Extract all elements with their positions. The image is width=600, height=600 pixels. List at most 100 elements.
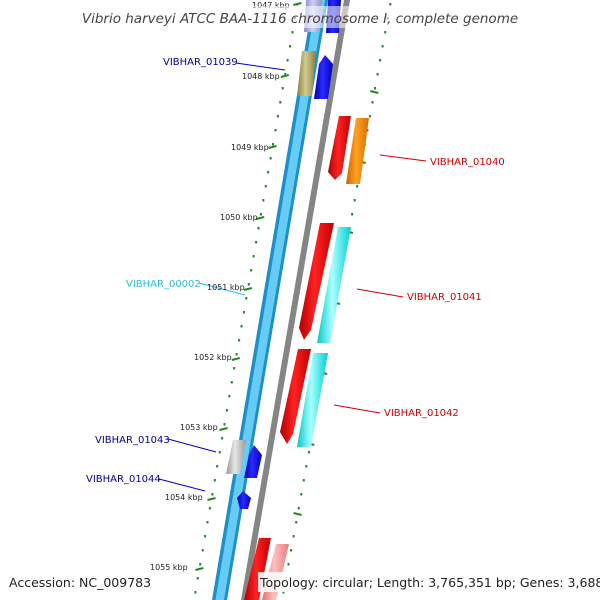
ruler-dot: [374, 87, 376, 90]
ruler-dot: [305, 465, 308, 468]
ruler-dot: [276, 115, 279, 118]
kbp-label: 1049 kbp: [231, 143, 269, 152]
gene-arrow-vibhar-01044: [237, 491, 251, 509]
topology-backdrop: [258, 572, 594, 592]
ruler-dot: [284, 73, 287, 76]
ruler-dot: [274, 129, 277, 132]
ruler-dot: [381, 45, 384, 48]
leader-vibhar-01043: [167, 438, 217, 453]
ruler-dot: [307, 451, 310, 454]
ruler-dot: [267, 171, 270, 174]
ruler-dot: [259, 213, 262, 216]
ruler-dot: [255, 241, 258, 244]
ruler-dot: [366, 129, 369, 132]
ruler-dot: [290, 549, 293, 552]
gene-label-vibhar-01043[interactable]: VIBHAR_01043: [95, 435, 170, 446]
ruler-major-tick: [195, 567, 204, 571]
ruler-dot: [194, 591, 197, 594]
ruler-dot: [230, 381, 233, 384]
ruler-major-tick: [243, 287, 253, 291]
ruler-dot: [199, 563, 202, 566]
ruler-dot: [238, 339, 241, 342]
ruler-dot: [213, 479, 216, 482]
gene-name-labels: VIBHAR_01039 VIBHAR_00002 VIBHAR_01043 V…: [86, 57, 505, 485]
leader-vibhar-01042: [333, 404, 381, 414]
gene-label-vibhar-01039[interactable]: VIBHAR_01039: [163, 57, 238, 68]
ruler-dot: [302, 479, 305, 482]
kbp-label: 1051 kbp: [207, 283, 245, 292]
ruler-dot: [356, 185, 359, 188]
gene-label-vibhar-01040[interactable]: VIBHAR_01040: [430, 157, 505, 168]
ruler-dot: [257, 227, 260, 230]
ruler-dot: [262, 199, 265, 202]
ruler-dot: [235, 353, 238, 356]
gene-arrow-vibhar-01042: [280, 349, 311, 444]
title-backdrop: [60, 6, 540, 28]
ruler-dot: [201, 549, 204, 552]
ruler-dot: [292, 535, 295, 538]
kbp-label: 1050 kbp: [220, 213, 258, 222]
ruler-dot: [206, 521, 209, 524]
ruler-dot: [208, 507, 211, 510]
ruler-major-tick: [268, 145, 277, 149]
kbp-label: 1054 kbp: [165, 493, 203, 502]
ruler-dot: [269, 157, 272, 160]
ruler-dot: [300, 493, 303, 496]
kbp-label: 1052 kbp: [194, 353, 232, 362]
gene-arrow-vibhar-01043: [244, 445, 262, 478]
ruler-dot: [264, 185, 267, 188]
ruler-dot: [228, 395, 231, 398]
ruler-major-tick: [231, 357, 241, 361]
rna-block-01042: [297, 353, 328, 447]
leader-vibhar-00002: [198, 282, 246, 296]
ruler-major-tick: [280, 74, 290, 78]
ruler-dot: [221, 437, 224, 440]
ruler-dot: [218, 451, 221, 454]
ruler-dot: [368, 115, 371, 118]
ruler-dot: [287, 563, 290, 566]
ruler-dot: [196, 577, 199, 580]
kbp-label: 1047 kbp: [252, 1, 290, 10]
leader-vibhar-01041: [356, 288, 404, 298]
gene-block-bottom-red: [244, 538, 271, 600]
ruler-dot: [250, 269, 253, 272]
ruler-dot: [371, 101, 374, 104]
ruler-dot: [282, 591, 285, 594]
gene-label-vibhar-01041[interactable]: VIBHAR_01041: [407, 292, 482, 303]
ruler-dot: [240, 325, 243, 328]
kbp-position-labels: 1047 kbp 1048 kbp 1049 kbp 1050 kbp 1051…: [150, 1, 290, 572]
ruler-dot: [233, 367, 236, 370]
leader-vibhar-01039: [235, 62, 286, 71]
ruler-dot: [245, 297, 248, 300]
ruler-dot: [289, 45, 291, 48]
ruler-dot: [247, 283, 250, 286]
gene-arrow-vibhar-01041: [299, 223, 334, 340]
accession-backdrop: [6, 572, 156, 592]
ruler-dot: [384, 31, 387, 34]
ruler-dot: [297, 507, 300, 510]
ruler-dot: [225, 409, 228, 412]
ruler-dot: [353, 199, 356, 202]
backbone-edge-line: [241, 0, 350, 600]
ruler-dot: [286, 59, 289, 62]
ruler-dot: [204, 535, 207, 538]
gene-label-vibhar-01044[interactable]: VIBHAR_01044: [86, 474, 161, 485]
gene-label-vibhar-00002[interactable]: VIBHAR_00002: [126, 279, 201, 290]
map-title: Vibrio harveyi ATCC BAA-1116 chromosome …: [82, 11, 518, 27]
pseudo-gene-block: [297, 51, 316, 96]
ruler-dot: [281, 87, 284, 90]
ruler-dot: [242, 311, 245, 314]
ruler-dot: [295, 521, 298, 524]
gene-label-vibhar-01042[interactable]: VIBHAR_01042: [384, 408, 459, 419]
ruler-major-tick: [255, 216, 265, 220]
rna-block-01041: [317, 227, 351, 343]
orange-feature-block: [346, 118, 369, 184]
ruler-dot: [211, 493, 214, 496]
label-leader-lines: [158, 62, 427, 492]
topology-text: Topology: circular; Length: 3,765,351 bp…: [259, 575, 600, 590]
ruler-dot: [216, 465, 219, 468]
accession-text: Accession: NC_009783: [9, 575, 151, 590]
kbp-label: 1055 kbp: [150, 563, 188, 572]
ruler-dot: [272, 143, 274, 146]
misc-feature-block: [226, 440, 246, 474]
